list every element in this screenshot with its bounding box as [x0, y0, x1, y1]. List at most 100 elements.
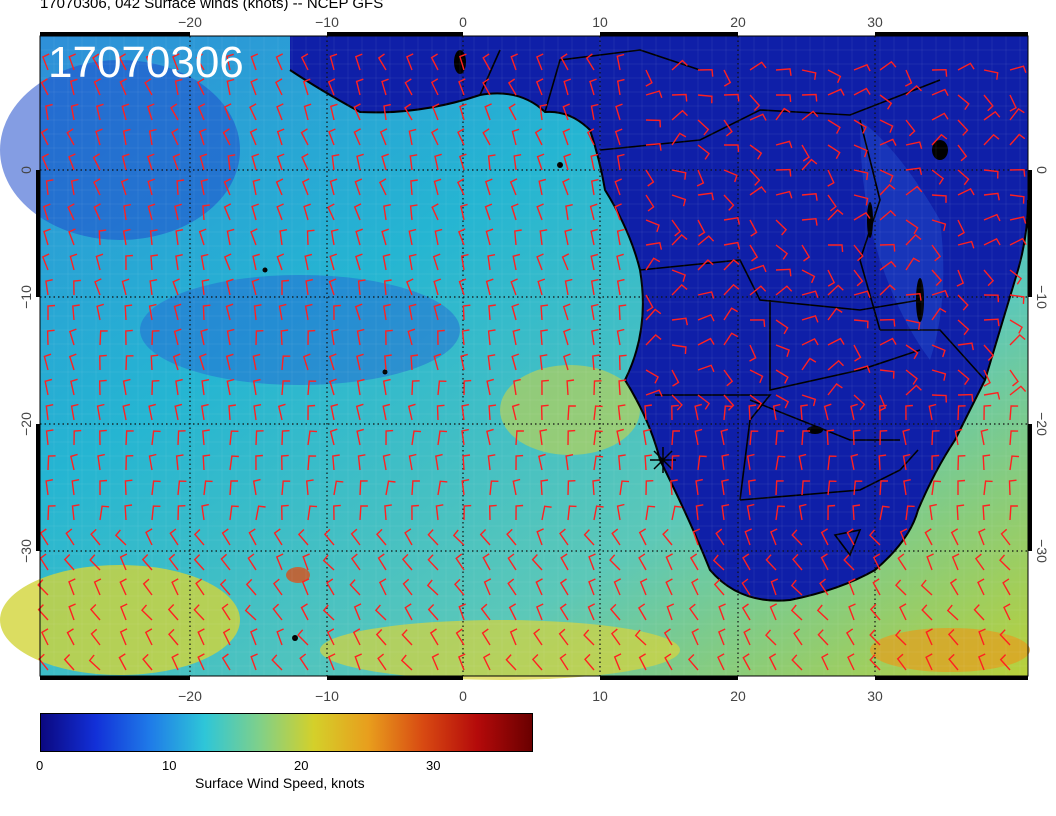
wind-barb [172, 353, 181, 371]
wind-barb [905, 344, 919, 360]
wind-barb [801, 193, 818, 201]
wind-barb [801, 110, 819, 121]
wind-barb [1009, 133, 1026, 146]
wind-barb [957, 369, 970, 386]
wind-barb [798, 503, 807, 521]
wind-barb [616, 428, 624, 446]
wind-barb [827, 88, 845, 96]
wind-barb [193, 554, 205, 571]
wind-barb [671, 233, 688, 246]
wind-barb [195, 578, 205, 596]
wind-barb [253, 404, 262, 421]
wind-barb [306, 229, 315, 246]
wind-barb [827, 455, 837, 471]
wind-barb [872, 578, 881, 596]
wind-barb [280, 329, 289, 346]
wind-barb [482, 653, 491, 671]
wind-barb [645, 194, 655, 212]
wind-barb [775, 505, 785, 521]
wind-barb [977, 578, 985, 596]
wind-barb [278, 303, 287, 321]
wind-barb [118, 53, 127, 71]
wind-barb [384, 354, 392, 371]
wind-barb [694, 428, 703, 446]
wind-barb [437, 430, 448, 446]
wind-barb [89, 604, 101, 621]
wind-barb [645, 505, 656, 521]
wind-barb [512, 253, 521, 271]
wind-barb [931, 194, 947, 203]
wind-barb [327, 203, 335, 221]
wind-barb [229, 455, 239, 471]
wind-barb [618, 354, 627, 371]
wind-barb [665, 578, 673, 596]
wind-barb [980, 428, 989, 446]
wind-barb [717, 653, 725, 671]
wind-barb [846, 528, 855, 546]
wind-barb [905, 384, 922, 396]
wind-barb [119, 78, 127, 96]
wind-barb [671, 505, 682, 521]
wind-barb [689, 553, 699, 571]
wind-barb [459, 53, 467, 71]
wind-barb [536, 203, 544, 221]
wind-barb [458, 228, 466, 246]
wind-barb [431, 103, 440, 121]
wind-barb [827, 504, 836, 521]
wind-barb [487, 154, 496, 171]
wind-barb [769, 603, 778, 621]
wind-barb [983, 169, 999, 179]
colorbar-tick: 10 [162, 758, 177, 773]
wind-barb [615, 103, 623, 121]
wind-barb [853, 319, 869, 329]
wind-barb [455, 628, 465, 646]
wind-barb [853, 87, 871, 96]
wind-barb [983, 391, 1001, 400]
wind-barb [198, 353, 207, 371]
lon-tick-label: 10 [592, 688, 608, 704]
wind-barb [250, 53, 259, 71]
wind-barb [616, 228, 625, 246]
wind-barb [435, 504, 444, 521]
wind-barb [430, 128, 439, 146]
wind-barb [352, 628, 361, 646]
wind-barb [538, 178, 547, 196]
wind-barb [775, 430, 785, 446]
wind-barb [88, 654, 101, 671]
wind-barb [793, 628, 803, 646]
wind-barb [252, 378, 261, 396]
wind-barb [509, 178, 518, 196]
wind-barb [462, 454, 471, 471]
wind-barb [1009, 107, 1025, 121]
wind-barb [249, 128, 258, 146]
wind-barb [983, 213, 1001, 222]
wind-barb [801, 480, 811, 496]
wind-barb [377, 53, 387, 71]
wind-barb [145, 528, 153, 546]
wind-barb [645, 169, 655, 187]
high-wind-region [320, 620, 680, 680]
wind-barb [461, 428, 469, 446]
wind-barb [720, 428, 729, 446]
wind-barb [273, 528, 283, 546]
wind-barb [93, 578, 102, 596]
wind-barb [142, 653, 153, 671]
wind-barb [177, 430, 186, 446]
wind-barb [197, 103, 206, 121]
wind-barb [869, 654, 881, 671]
wind-barb [202, 304, 211, 321]
wind-barb [852, 504, 861, 521]
wind-barb [645, 308, 662, 321]
wind-barb [193, 604, 205, 621]
wind-barb [983, 133, 1000, 146]
wind-barb [540, 304, 549, 321]
wind-barb [96, 303, 105, 321]
wind-barb [697, 291, 715, 299]
wind-barb [255, 505, 266, 521]
wind-barb [407, 328, 416, 346]
lon-tick-label: 0 [459, 14, 467, 30]
wind-barb [956, 504, 965, 521]
wind-barb [125, 329, 133, 346]
wind-barb [929, 503, 937, 521]
wind-barb [801, 290, 819, 299]
